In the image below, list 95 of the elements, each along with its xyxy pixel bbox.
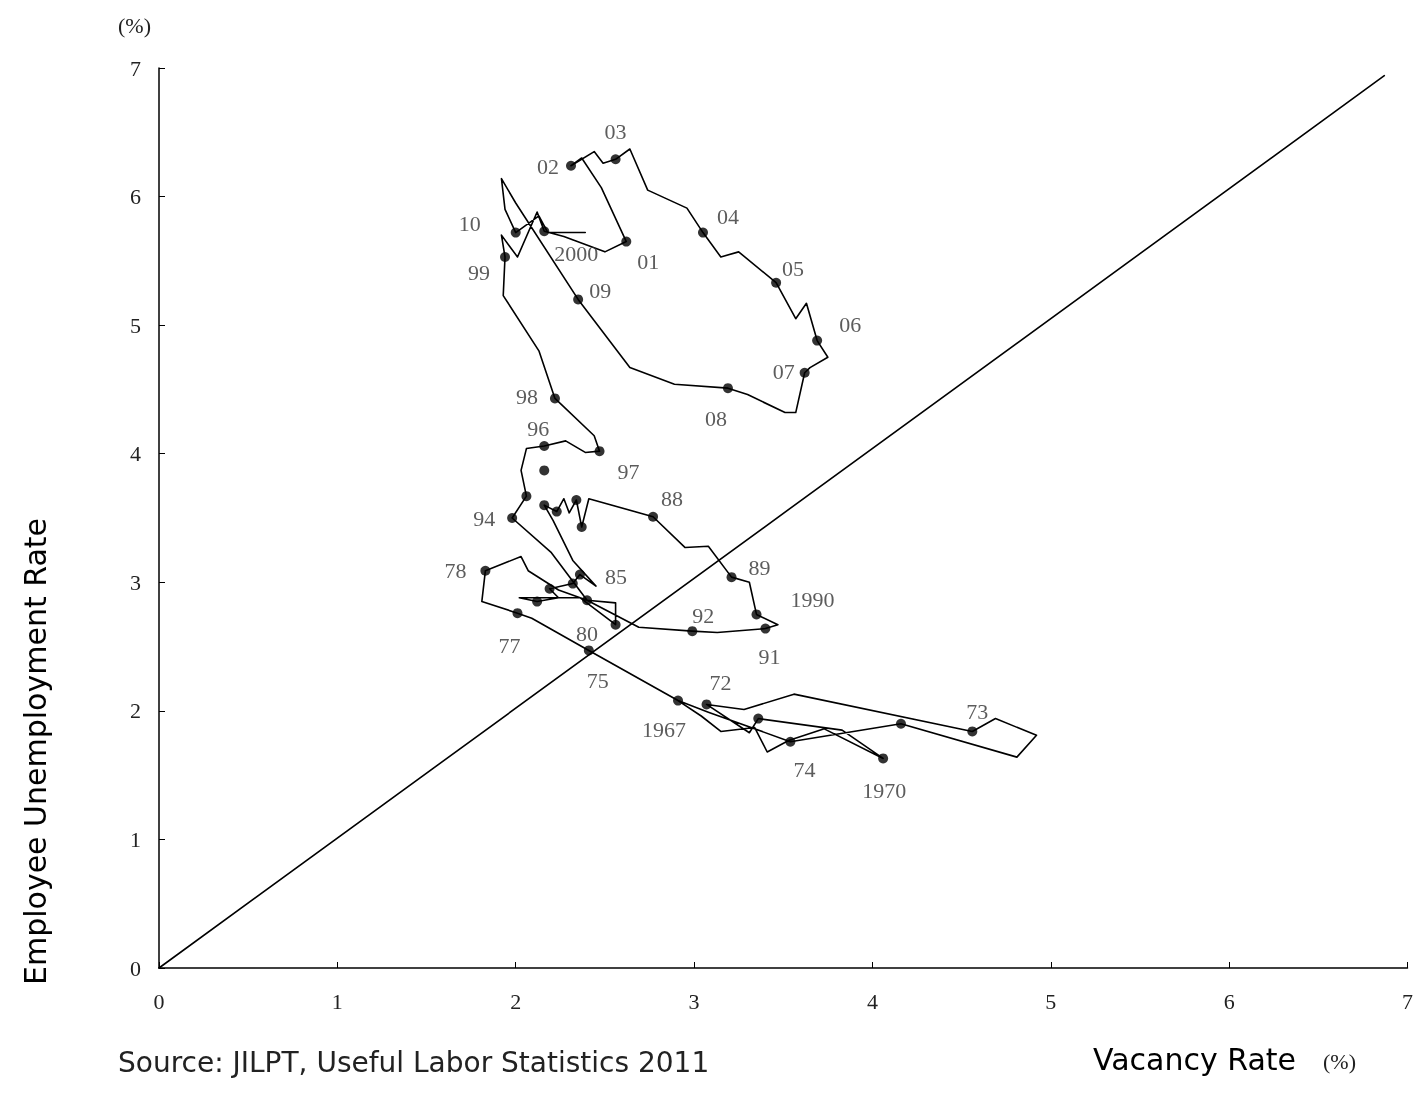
point: [648, 511, 659, 522]
annotation: 08: [704, 405, 727, 431]
annotation: 97: [617, 458, 640, 484]
point: [687, 626, 698, 637]
annotation: 99: [468, 259, 491, 285]
annotation: 96: [527, 415, 550, 441]
x-tick-label: 1: [331, 988, 343, 1014]
point: [539, 465, 550, 476]
annotation: 75: [586, 667, 609, 693]
x-tick-label: 5: [1045, 988, 1057, 1014]
point: [500, 252, 511, 262]
annotation: 89: [748, 554, 771, 580]
point: [799, 367, 810, 378]
point: [610, 619, 621, 630]
annotation: 06: [839, 312, 862, 338]
point: [539, 441, 550, 451]
point: [594, 446, 605, 457]
text: (%): [1323, 1048, 1356, 1074]
annotation: 10: [458, 211, 481, 237]
point: [539, 500, 550, 511]
annotation: 91: [758, 644, 781, 670]
point: [539, 226, 550, 237]
point: [760, 623, 771, 634]
annotation: 2000: [554, 240, 599, 266]
point: [480, 565, 491, 576]
y-tick-label: 4: [130, 441, 141, 467]
annotation: 04: [716, 204, 739, 230]
point: [551, 506, 562, 517]
point: [574, 569, 585, 580]
point: [967, 726, 978, 737]
point: [785, 736, 796, 747]
point: [549, 393, 560, 404]
annotation: 72: [709, 669, 732, 695]
text: (%): [118, 12, 151, 38]
y-tick-label: 2: [130, 698, 141, 724]
point: [753, 713, 764, 724]
annotation: 07: [772, 359, 795, 385]
point: [571, 495, 582, 505]
point: [673, 695, 684, 706]
point: [701, 699, 712, 710]
point: [573, 294, 584, 305]
point: [878, 753, 889, 764]
y-tick-label: 0: [130, 955, 141, 981]
point: [895, 718, 906, 729]
y-axis-title: Employee Unemployment Rate: [17, 517, 53, 986]
point: [521, 491, 532, 502]
y-tick-label: 1: [130, 826, 141, 852]
annotation: 1990: [790, 586, 835, 612]
annotation: 98: [515, 383, 538, 409]
point: [583, 645, 594, 656]
point: [567, 578, 578, 589]
point: [610, 154, 621, 165]
annotation: 01: [637, 249, 660, 275]
annotation: 85: [604, 564, 627, 590]
annotation: 78: [444, 558, 467, 584]
annotation: 94: [473, 505, 496, 531]
y-tick-label: 7: [130, 55, 141, 81]
y-tick-label: 3: [130, 569, 141, 595]
point: [507, 513, 518, 523]
annotation: 73: [966, 698, 989, 724]
point: [726, 572, 737, 583]
y-tick-label: 5: [130, 312, 141, 338]
point: [510, 227, 521, 238]
point: [722, 383, 733, 394]
point: [621, 236, 632, 247]
x-axis-title: Vacancy Rate: [1092, 1041, 1296, 1077]
x-tick-label: 0: [153, 988, 165, 1014]
y-tick-label: 6: [130, 184, 141, 210]
point: [532, 596, 543, 607]
annotation: 02: [537, 154, 560, 180]
annotation: 74: [793, 757, 816, 783]
point: [698, 227, 708, 238]
x-tick-label: 2: [510, 988, 522, 1014]
point: [771, 277, 782, 288]
point: [512, 608, 523, 619]
annotation: 05: [782, 256, 805, 282]
annotation: 09: [589, 277, 612, 303]
annotation: 92: [692, 602, 715, 628]
annotation: 88: [661, 486, 684, 512]
x-tick-label: 3: [688, 988, 700, 1014]
point: [812, 335, 823, 346]
x-tick-label: 6: [1223, 988, 1235, 1014]
x-tick-label: 7: [1402, 988, 1413, 1014]
x-tick-label: 4: [866, 988, 878, 1014]
point: [566, 160, 577, 171]
annotation: 1967: [642, 717, 687, 743]
point: [576, 522, 587, 532]
point: [751, 609, 762, 620]
annotation: 03: [604, 118, 627, 144]
annotation: 77: [498, 632, 521, 658]
annotation: 80: [576, 620, 599, 646]
source-note: Source: JILPT, Useful Labor Statistics 2011: [118, 1045, 710, 1079]
point: [582, 595, 593, 606]
annotation: 1970: [862, 777, 907, 803]
point: [544, 583, 555, 594]
